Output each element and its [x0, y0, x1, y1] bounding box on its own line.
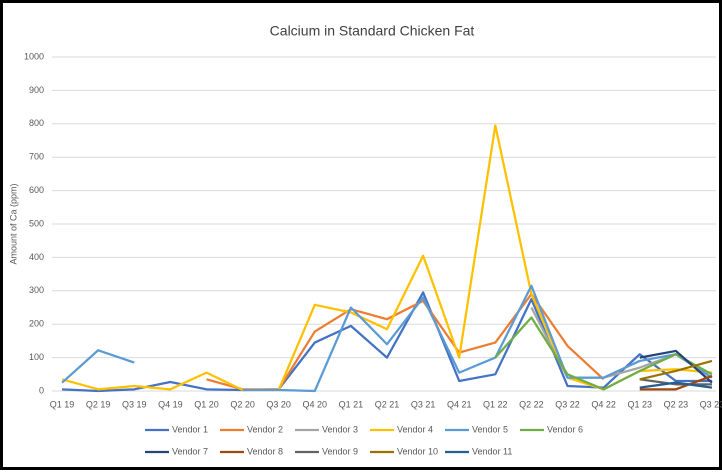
x-tick-label: Q1 22: [483, 399, 508, 409]
legend-label: Vendor 1: [172, 424, 208, 434]
legend-label: Vendor 8: [247, 446, 283, 456]
series-line: [639, 374, 713, 391]
legend-label: Vendor 3: [322, 424, 358, 434]
legend-label: Vendor 7: [172, 446, 208, 456]
x-tick-label: Q1 21: [339, 399, 364, 409]
x-tick-label: Q4 21: [447, 399, 472, 409]
x-tick-label: Q4 22: [591, 399, 616, 409]
chart-title: Calcium in Standard Chicken Fat: [270, 23, 475, 39]
series-line: [639, 359, 713, 381]
y-tick-label: 900: [29, 85, 44, 95]
x-tick-label: Q1 19: [50, 399, 75, 409]
x-tick-label: Q4 20: [303, 399, 328, 409]
legend-label: Vendor 5: [472, 424, 508, 434]
series-line: [61, 284, 713, 393]
y-tick-label: 0: [39, 385, 44, 395]
series-line: [494, 316, 713, 391]
legend-label: Vendor 2: [247, 424, 283, 434]
y-tick-label: 600: [29, 185, 44, 195]
series-line: [639, 378, 712, 386]
x-tick-label: Q2 21: [375, 399, 400, 409]
x-tick-label: Q2 20: [230, 399, 255, 409]
legend-label: Vendor 11: [472, 446, 512, 456]
x-tick-label: Q3 21: [411, 399, 436, 409]
y-axis-label: Amount of Ca (ppm): [8, 183, 18, 264]
y-tick-label: 100: [29, 352, 44, 362]
y-tick-label: 800: [29, 118, 44, 128]
y-tick-label: 500: [29, 218, 44, 228]
x-tick-label: Q3 23: [700, 399, 722, 409]
y-tick-label: 300: [29, 285, 44, 295]
series-line: [639, 381, 713, 389]
x-tick-label: Q1 20: [194, 399, 219, 409]
legend-label: Vendor 10: [397, 446, 438, 456]
x-tick-label: Q2 23: [664, 399, 689, 409]
series-line: [62, 291, 712, 393]
legend-label: Vendor 6: [547, 424, 583, 434]
x-tick-label: Q2 22: [519, 399, 544, 409]
x-tick-label: Q1 23: [627, 399, 652, 409]
y-tick-label: 700: [29, 152, 44, 162]
legend-label: Vendor 9: [322, 446, 358, 456]
legend-label: Vendor 4: [397, 424, 433, 434]
series-line: [639, 349, 713, 384]
x-tick-label: Q2 19: [86, 399, 111, 409]
y-tick-label: 1000: [24, 51, 44, 61]
x-tick-label: Q3 20: [266, 399, 291, 409]
x-tick-label: Q3 19: [122, 399, 147, 409]
y-tick-label: 200: [29, 319, 44, 329]
y-tick-label: 400: [29, 252, 44, 262]
x-tick-label: Q4 19: [158, 399, 183, 409]
x-tick-label: Q3 22: [555, 399, 580, 409]
